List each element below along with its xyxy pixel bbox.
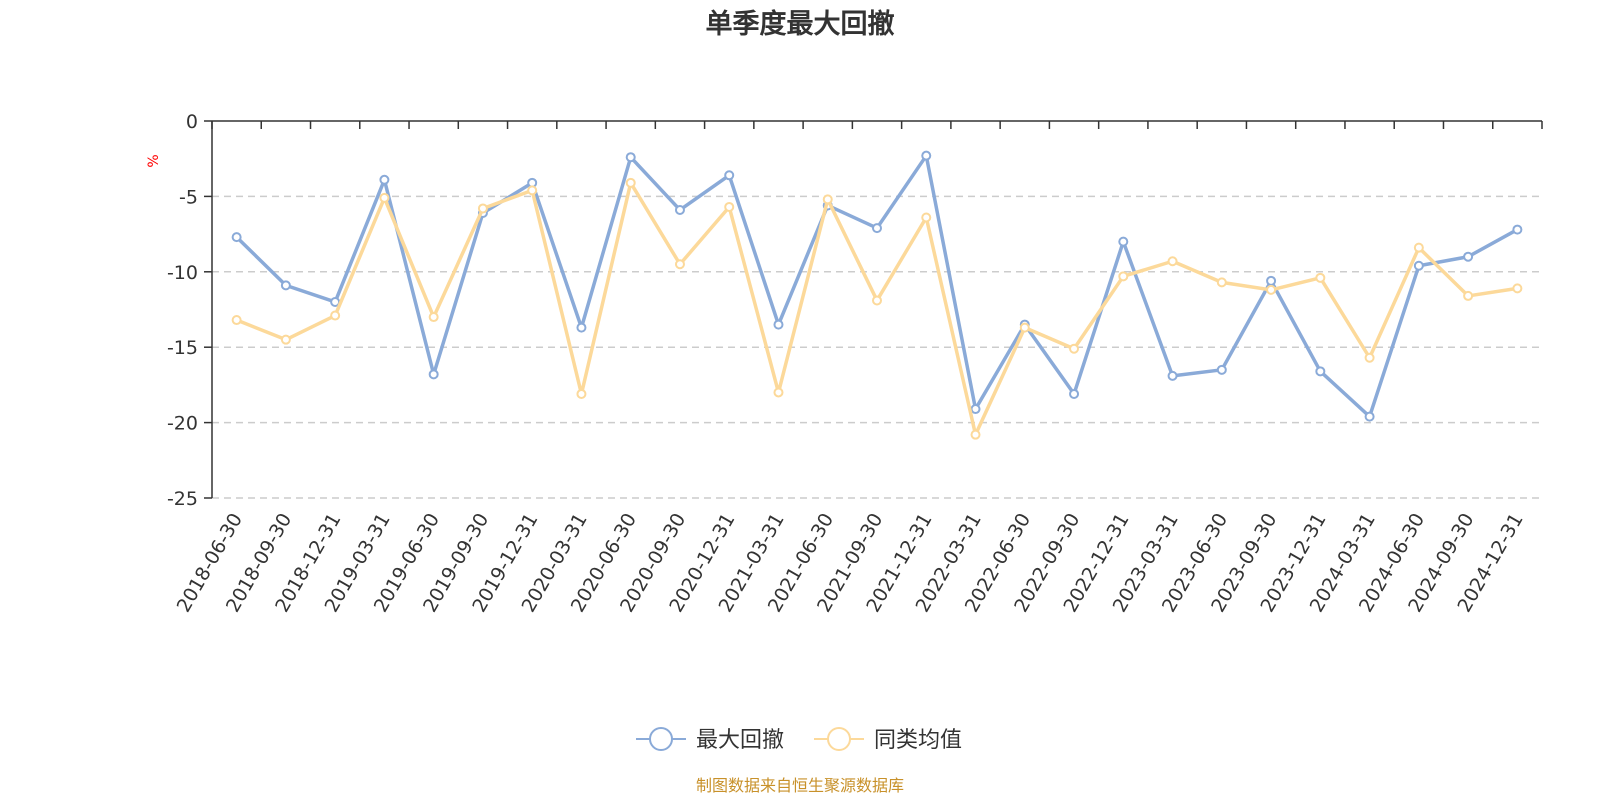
data-point[interactable] — [674, 204, 685, 215]
data-point[interactable] — [1512, 283, 1523, 294]
data-point[interactable] — [1216, 364, 1227, 375]
series-line — [235, 181, 1518, 437]
data-point[interactable] — [231, 315, 242, 326]
series-1 — [231, 150, 1523, 422]
y-tick-label: -20 — [167, 413, 198, 435]
data-point[interactable] — [1266, 275, 1277, 286]
data-point[interactable] — [625, 177, 636, 188]
y-tick-label: -5 — [179, 186, 198, 208]
data-point[interactable] — [1118, 236, 1129, 247]
data-point[interactable] — [1364, 352, 1375, 363]
chart-title: 单季度最大回撤 — [706, 8, 895, 40]
data-point[interactable] — [330, 310, 341, 321]
y-tick-label: -25 — [167, 488, 198, 510]
data-point[interactable] — [576, 322, 587, 333]
series-2 — [231, 177, 1523, 440]
data-point[interactable] — [872, 223, 882, 234]
data-point[interactable] — [280, 334, 291, 345]
data-point[interactable] — [1413, 260, 1424, 271]
data-point[interactable] — [428, 369, 439, 380]
data-point[interactable] — [773, 319, 784, 330]
data-point[interactable] — [280, 280, 291, 291]
grid-lines — [212, 195, 1542, 499]
legend-marker — [827, 727, 851, 751]
legend-marker — [649, 727, 673, 751]
data-point[interactable] — [1118, 271, 1129, 282]
data-point[interactable] — [773, 387, 784, 398]
series-lines — [231, 150, 1523, 440]
data-point[interactable] — [477, 203, 488, 214]
y-tick-label: -15 — [167, 337, 198, 359]
data-point[interactable] — [1463, 251, 1474, 262]
data-point[interactable] — [1315, 366, 1326, 377]
data-point[interactable] — [822, 194, 833, 205]
data-point[interactable] — [921, 150, 932, 161]
data-point[interactable] — [379, 174, 390, 185]
axes: 0-5-10-15-20-252018-06-302018-09-302018-… — [167, 111, 1543, 616]
data-point[interactable] — [1216, 277, 1227, 288]
data-point[interactable] — [724, 170, 735, 181]
y-tick-label: -10 — [167, 262, 198, 284]
data-point[interactable] — [1364, 411, 1375, 422]
data-point[interactable] — [1315, 272, 1326, 283]
data-point[interactable] — [1167, 370, 1178, 381]
data-point[interactable] — [379, 192, 390, 203]
legend-label: 最大回撤 — [696, 728, 784, 753]
data-point[interactable] — [970, 404, 981, 415]
data-source-note: 制图数据来自恒生聚源数据库 — [696, 776, 904, 795]
data-point[interactable] — [576, 388, 587, 399]
data-point[interactable] — [231, 232, 242, 243]
data-point[interactable] — [674, 259, 685, 270]
data-point[interactable] — [1167, 256, 1178, 267]
legend-item-2[interactable]: 同类均值 — [814, 727, 962, 753]
legend-item-1[interactable]: 最大回撤 — [636, 727, 784, 753]
data-point[interactable] — [724, 201, 735, 212]
data-point[interactable] — [527, 185, 538, 196]
data-point[interactable] — [1413, 242, 1424, 253]
y-axis-unit-label: % — [146, 154, 162, 167]
data-point[interactable] — [1069, 388, 1080, 399]
data-point[interactable] — [970, 429, 981, 440]
y-tick-label: 0 — [186, 111, 198, 133]
data-point[interactable] — [625, 152, 636, 163]
legend-label: 同类均值 — [874, 728, 962, 753]
data-point[interactable] — [921, 212, 932, 223]
data-point[interactable] — [872, 295, 882, 306]
data-point[interactable] — [1019, 322, 1030, 333]
legend[interactable]: 最大回撤 同类均值 — [636, 727, 962, 753]
data-point[interactable] — [1463, 290, 1474, 301]
data-point[interactable] — [1266, 284, 1277, 295]
data-point[interactable] — [1069, 343, 1080, 354]
data-point[interactable] — [1512, 224, 1523, 235]
data-point[interactable] — [428, 312, 439, 323]
